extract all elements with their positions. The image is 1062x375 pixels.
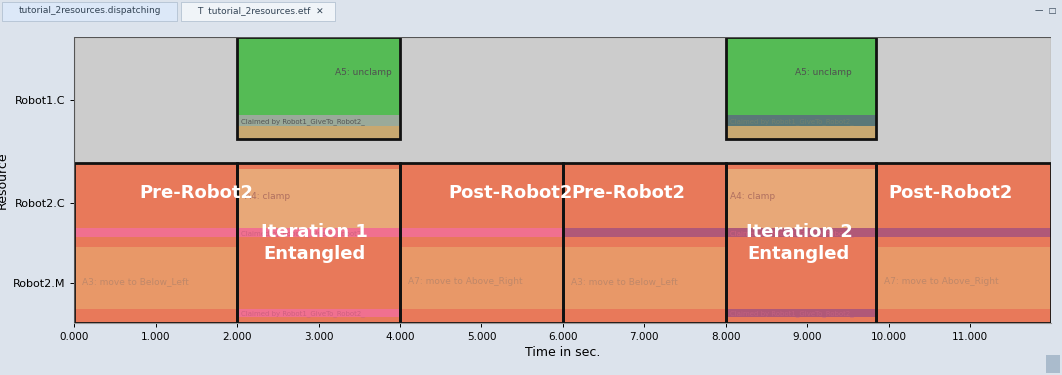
FancyBboxPatch shape xyxy=(2,2,177,21)
Text: Claimed by Robot1_GiveTo_Robot2_: Claimed by Robot1_GiveTo_Robot2_ xyxy=(730,118,854,124)
Y-axis label: Resource: Resource xyxy=(0,151,8,209)
Bar xyxy=(74,163,1051,243)
Bar xyxy=(725,169,876,228)
Bar xyxy=(725,126,876,139)
Text: Iteration 2
Entangled: Iteration 2 Entangled xyxy=(746,223,853,263)
Text: A4: clamp: A4: clamp xyxy=(730,192,775,201)
Text: Claimed by Robot1_GiveTo_Robot2_: Claimed by Robot1_GiveTo_Robot2_ xyxy=(730,310,854,317)
Bar xyxy=(74,243,1051,323)
Bar xyxy=(237,169,400,228)
Bar xyxy=(725,309,876,317)
Bar xyxy=(725,115,876,126)
Bar xyxy=(237,37,400,115)
Bar xyxy=(74,163,237,323)
Text: A5: unclamp: A5: unclamp xyxy=(794,68,852,77)
Text: A3: move to Below_Left: A3: move to Below_Left xyxy=(571,277,678,286)
Text: Pre-Robot2: Pre-Robot2 xyxy=(571,184,685,202)
Text: —  □: — □ xyxy=(1035,6,1057,15)
Bar xyxy=(563,228,1051,237)
Bar xyxy=(74,37,1051,163)
Text: A5: unclamp: A5: unclamp xyxy=(335,68,392,77)
Text: Iteration 1
Entangled: Iteration 1 Entangled xyxy=(261,223,367,263)
Text: Claimed by Robot1_GiveTo_Robot2_: Claimed by Robot1_GiveTo_Robot2_ xyxy=(730,230,854,237)
Text: Claimed by Robot1_GiveTo_Robot2_: Claimed by Robot1_GiveTo_Robot2_ xyxy=(241,230,365,237)
Text: Claimed by Robot1_GiveTo_Robot2_: Claimed by Robot1_GiveTo_Robot2_ xyxy=(241,118,365,124)
Text: Pre-Robot2: Pre-Robot2 xyxy=(139,184,254,202)
Text: A3: move to Below_Left: A3: move to Below_Left xyxy=(83,277,189,286)
Text: Claimed by Robot1_GiveTo_Robot2_: Claimed by Robot1_GiveTo_Robot2_ xyxy=(241,310,365,317)
Bar xyxy=(237,163,400,323)
Bar xyxy=(876,247,1051,309)
Bar xyxy=(74,163,237,228)
FancyBboxPatch shape xyxy=(181,2,335,21)
Bar xyxy=(74,228,563,237)
Bar xyxy=(74,247,237,309)
Bar xyxy=(725,163,876,323)
Bar xyxy=(400,163,563,323)
Text: Post-Robot2: Post-Robot2 xyxy=(449,184,573,202)
Text: Post-Robot2: Post-Robot2 xyxy=(889,184,1013,202)
Bar xyxy=(725,37,876,139)
Bar xyxy=(237,37,400,139)
Bar xyxy=(876,163,1051,323)
FancyBboxPatch shape xyxy=(1046,355,1060,373)
Bar xyxy=(237,126,400,139)
Text: T  tutorial_2resources.etf  ✕: T tutorial_2resources.etf ✕ xyxy=(198,6,324,15)
Text: A7: move to Above_Right: A7: move to Above_Right xyxy=(885,277,999,286)
Text: A4: clamp: A4: clamp xyxy=(245,192,290,201)
Bar xyxy=(563,247,725,309)
Bar xyxy=(563,163,725,323)
Bar xyxy=(237,309,400,317)
X-axis label: Time in sec.: Time in sec. xyxy=(526,346,600,359)
Bar xyxy=(400,247,563,309)
Text: A7: move to Above_Right: A7: move to Above_Right xyxy=(408,277,523,286)
Text: tutorial_2resources.dispatching: tutorial_2resources.dispatching xyxy=(19,6,161,15)
Bar xyxy=(725,37,876,115)
Bar xyxy=(237,115,400,126)
